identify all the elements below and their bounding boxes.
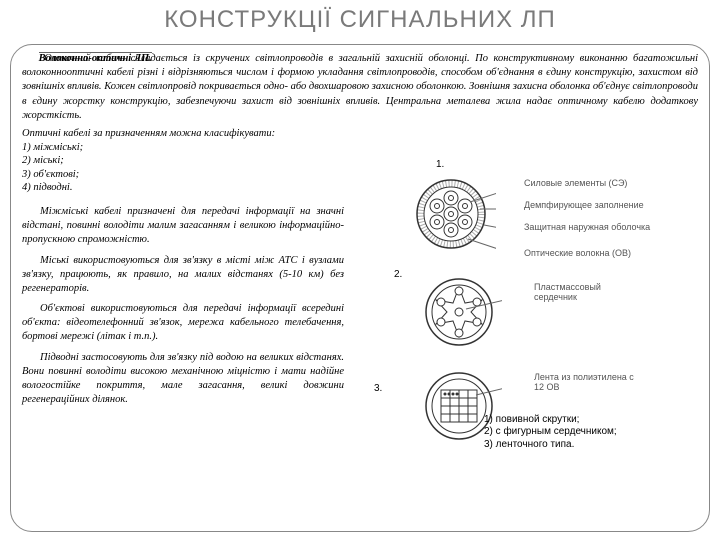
label-strength: Силовые элементы (СЭ) [524,179,627,189]
intro-lead: Волоконно-оптичні ЛП. [39,52,152,53]
label-ribbon: Лента из полиэтилена с 12 ОВ [534,373,634,393]
para-3: Об'єктові використовуються для передачі … [22,302,344,345]
diagram-column: 1. [344,205,698,455]
diagram-1: 1. [344,153,698,265]
figure-caption: 1) повивной скрутки; 2) с фигурным серде… [484,414,617,452]
diagram-number: 3. [374,383,382,394]
diagram-2: 2. Пластмассовый сердечник [344,265,698,361]
para-4: Підводні застосовують для зв'язку під во… [22,351,344,408]
caption-line: 1) повивной скрутки; [484,414,617,427]
label-plastic-core: Пластмассовый сердечник [534,283,601,303]
label-damping: Демпфирующее заполнение [524,201,644,211]
slide-title: КОНСТРУКЦІЇ СИГНАЛЬНИХ ЛП [0,6,720,34]
cable-cross-section-icon [406,169,496,259]
content-area: Волоконно-оптичні ЛП. Оптичний кабель ск… [22,52,698,455]
para-1: Міжміські кабелі призначені для передачі… [22,205,344,248]
description-column: Міжміські кабелі призначені для передачі… [22,205,344,455]
caption-line: 3) ленточного типа. [484,439,617,452]
lower-row: Міжміські кабелі призначені для передачі… [22,205,698,455]
caption-line: 2) с фигурным сердечником; [484,426,617,439]
diagram-number: 2. [394,269,402,280]
intro-paragraph: Волоконно-оптичні ЛП. Оптичний кабель ск… [22,52,698,123]
para-2: Міські використовуються для зв'язку в мі… [22,254,344,297]
classify-line: Оптичні кабелі за призначенням можна кла… [22,127,698,141]
label-fibers: Оптические волокна (ОВ) [524,249,631,259]
cable-figurecore-icon [416,269,502,355]
label-jacket: Защитная наружная оболочка [524,223,650,233]
